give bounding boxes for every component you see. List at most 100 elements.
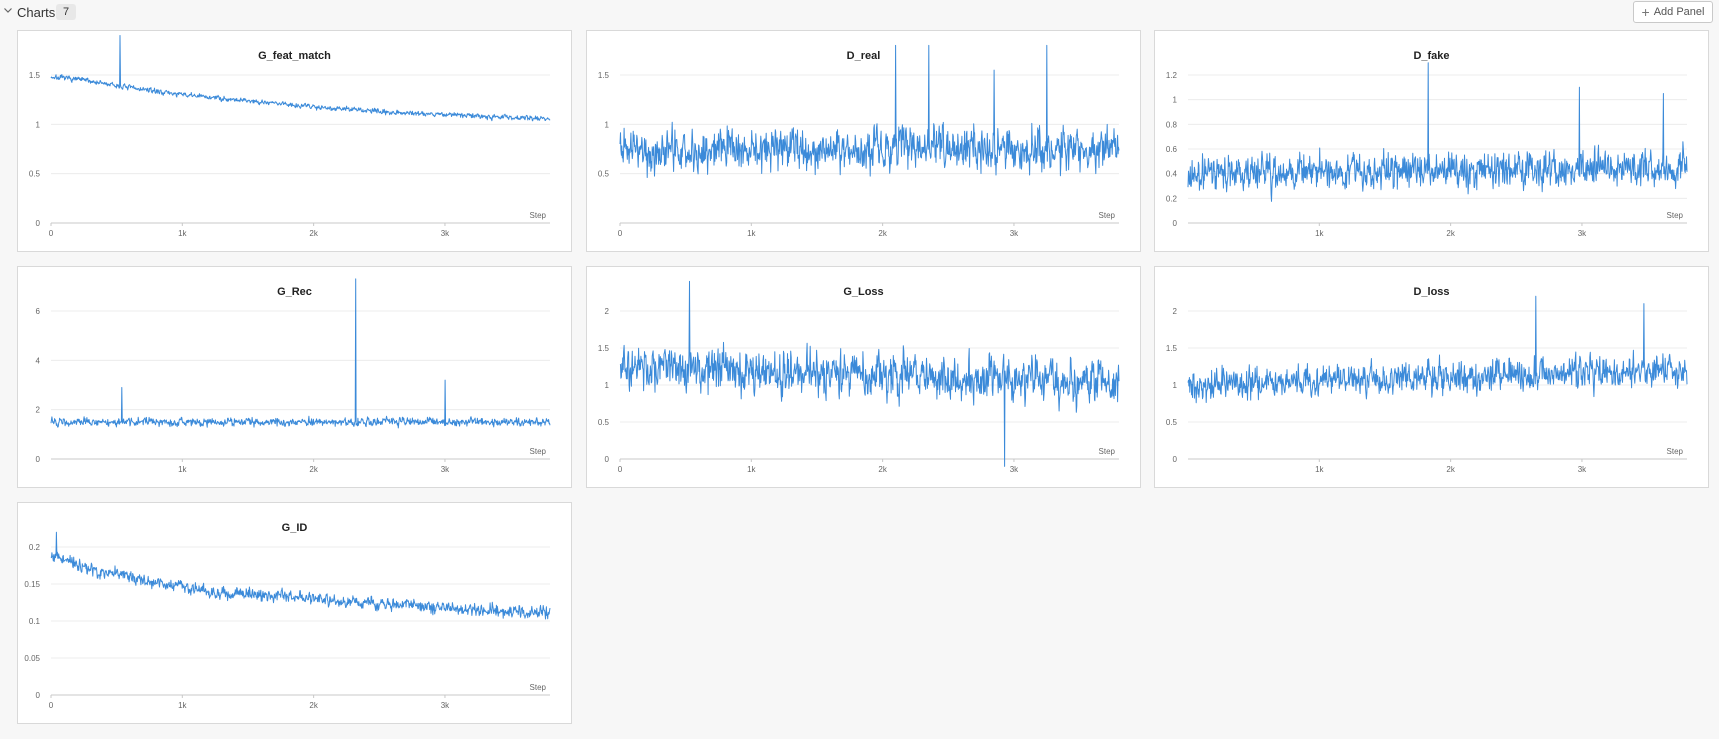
add-panel-button[interactable]: + Add Panel (1633, 1, 1713, 23)
series-line (50, 278, 551, 429)
x-tick-label: 1k (747, 465, 756, 474)
y-tick-label: 0.6 (1166, 145, 1178, 154)
y-tick-label: 0.5 (598, 170, 610, 179)
chart-panel-d-fake[interactable]: D_fake 0 0.2 0.4 0.6 0.8 1 1.2 1k 2k 3k Step (1154, 30, 1709, 252)
y-tick-label: 0 (605, 455, 610, 464)
chart-title: D_fake (1413, 50, 1450, 62)
x-tick-label: 2k (878, 229, 887, 238)
x-tick-label: 2k (309, 229, 318, 238)
x-tick-label: 2k (1446, 465, 1455, 474)
x-tick-label: 1k (178, 229, 187, 238)
section-title[interactable]: Charts (17, 5, 56, 20)
y-tick-label: 1.5 (1166, 344, 1178, 353)
x-tick-label: 1k (1315, 465, 1324, 474)
series-line (619, 44, 1120, 178)
y-tick-label: 0 (36, 219, 41, 228)
chart-plot: 0 2 4 6 1k 2k 3k Step (36, 278, 551, 474)
x-tick-label: 0 (49, 701, 54, 710)
series-line (619, 280, 1120, 467)
x-tick-label: 2k (309, 465, 318, 474)
y-tick-label: 0 (1173, 455, 1178, 464)
x-axis-label: Step (530, 211, 547, 220)
y-tick-label: 0.8 (1166, 120, 1178, 129)
x-axis-label: Step (1667, 211, 1684, 220)
y-tick-label: 0.2 (29, 543, 41, 552)
y-tick-label: 6 (36, 307, 41, 316)
x-tick-label: 2k (309, 701, 318, 710)
chart-title: D_loss (1413, 286, 1450, 298)
y-tick-label: 0.5 (1166, 418, 1178, 427)
x-tick-label: 1k (1315, 229, 1324, 238)
y-tick-label: 1 (605, 120, 610, 129)
chart-plot: 0.5 1 1.5 0 1k 2k 3k Step (598, 44, 1120, 238)
add-panel-label: Add Panel (1653, 6, 1705, 18)
chart-plot: 0 0.2 0.4 0.6 0.8 1 1.2 1k 2k 3k Step (1166, 62, 1688, 238)
x-axis-label: Step (1099, 211, 1116, 220)
plus-icon: + (1641, 4, 1650, 20)
chart-plot: 0 0.5 1 1.5 2 0 1k 2k 3k Step (598, 280, 1120, 474)
y-tick-label: 1.5 (29, 71, 41, 80)
y-tick-label: 2 (605, 307, 610, 316)
x-tick-label: 1k (747, 229, 756, 238)
x-tick-label: 2k (878, 465, 887, 474)
chart-panel-d-loss[interactable]: D_loss 0 0.5 1 1.5 2 1k 2k 3k Step (1154, 266, 1709, 488)
y-tick-label: 1 (36, 120, 41, 129)
y-tick-label: 4 (36, 356, 41, 365)
chart-panel-g-rec[interactable]: G_Rec 0 2 4 6 1k 2k 3k Step (17, 266, 572, 488)
y-tick-label: 1 (1173, 381, 1178, 390)
chart-title: D_real (846, 50, 881, 62)
y-tick-label: 0 (36, 455, 41, 464)
chart-panel-d-real[interactable]: D_real 0.5 1 1.5 0 1k 2k 3k Step (586, 30, 1141, 252)
chart-panel-g-feat-match[interactable]: G_feat_match 0 0.5 1 1.5 0 1k 2k 3k Step (17, 30, 572, 252)
series-line (50, 35, 551, 122)
x-tick-label: 0 (618, 465, 623, 474)
y-tick-label: 0.15 (24, 580, 40, 589)
x-axis-label: Step (530, 447, 547, 456)
y-tick-label: 0.5 (598, 418, 610, 427)
x-tick-label: 3k (441, 229, 450, 238)
series-line (50, 531, 551, 620)
x-tick-label: 1k (178, 465, 187, 474)
y-tick-label: 2 (36, 406, 41, 415)
y-tick-label: 0.2 (1166, 194, 1178, 203)
x-axis-label: Step (530, 683, 547, 692)
y-tick-label: 1 (605, 381, 610, 390)
chart-title: G_Loss (843, 286, 884, 298)
y-tick-label: 0.5 (29, 170, 41, 179)
x-tick-label: 3k (1578, 229, 1587, 238)
x-tick-label: 0 (618, 229, 623, 238)
panel-count-badge: 7 (56, 4, 76, 20)
x-tick-label: 3k (1010, 229, 1019, 238)
y-tick-label: 0.4 (1166, 170, 1178, 179)
y-tick-label: 0 (36, 691, 41, 700)
chart-title: G_Rec (277, 286, 312, 298)
chart-title: G_ID (281, 522, 308, 534)
x-axis-label: Step (1667, 447, 1684, 456)
x-tick-label: 2k (1446, 229, 1455, 238)
y-tick-label: 0 (1173, 219, 1178, 228)
y-tick-label: 1.5 (598, 71, 610, 80)
series-line (1187, 295, 1688, 404)
x-tick-label: 3k (441, 465, 450, 474)
x-tick-label: 1k (178, 701, 187, 710)
x-tick-label: 0 (49, 229, 54, 238)
y-tick-label: 2 (1173, 307, 1178, 316)
x-tick-label: 3k (441, 701, 450, 710)
y-tick-label: 1.5 (598, 344, 610, 353)
y-tick-label: 0.05 (24, 654, 40, 663)
section-header: Charts 7 + Add Panel (0, 0, 1719, 26)
chart-panel-g-loss[interactable]: G_Loss 0 0.5 1 1.5 2 0 1k 2k 3k Step (586, 266, 1141, 488)
chart-plot: 0 0.5 1 1.5 0 1k 2k 3k Step (29, 35, 551, 238)
chevron-down-icon[interactable] (3, 5, 13, 15)
chart-title: G_feat_match (258, 50, 331, 62)
chart-panel-g-id[interactable]: G_ID 0 0.05 0.1 0.15 0.2 0 1k 2k 3k Step (17, 502, 572, 724)
x-tick-label: 3k (1010, 465, 1019, 474)
y-tick-label: 1 (1173, 96, 1178, 105)
y-tick-label: 1.2 (1166, 71, 1178, 80)
x-tick-label: 3k (1578, 465, 1587, 474)
y-tick-label: 0.1 (29, 617, 41, 626)
x-axis-label: Step (1099, 447, 1116, 456)
chart-plot: 0 0.05 0.1 0.15 0.2 0 1k 2k 3k Step (24, 531, 551, 710)
chart-plot: 0 0.5 1 1.5 2 1k 2k 3k Step (1166, 295, 1688, 474)
series-line (1187, 62, 1688, 202)
